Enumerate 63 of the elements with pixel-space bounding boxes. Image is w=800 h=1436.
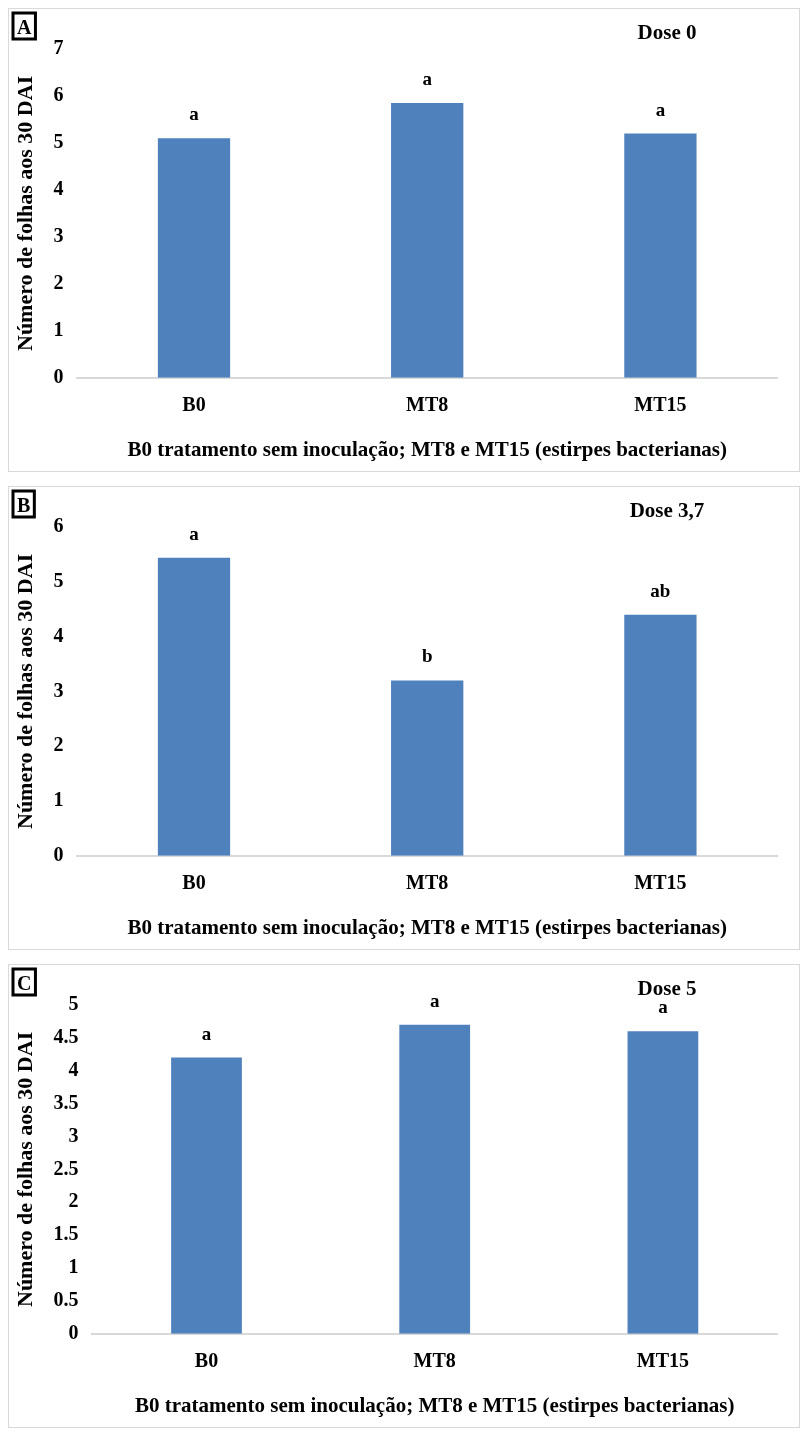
chart-title: Dose 3,7: [629, 498, 705, 522]
annotation: a: [422, 68, 433, 90]
bar: [399, 1024, 471, 1334]
y-tick-label: 3: [53, 678, 64, 701]
y-axis-title: Número de folhas aos 30 DAI: [11, 1031, 37, 1308]
y-axis-title: Número de folhas aos 30 DAI: [11, 553, 37, 830]
x-tick-label: B0: [194, 1348, 219, 1371]
chart-title: Dose 0: [637, 20, 697, 44]
x-axis-title: B0 tratamento sem inoculação; MT8 e MT15 (estirpes bacterianas): [127, 436, 727, 461]
y-tick-label: 4: [68, 1057, 79, 1080]
annotation: a: [189, 103, 200, 125]
x-tick-label: MT15: [634, 870, 687, 893]
y-tick-label: 1: [53, 318, 64, 340]
x-tick-label: MT8: [413, 1348, 456, 1371]
x-axis-title: B0 tratamento sem inoculação; MT8 e MT15 (estirpes bacterianas): [134, 1392, 735, 1417]
annotation: a: [201, 1022, 212, 1044]
y-tick-label: 3: [53, 224, 64, 247]
annotation: a: [655, 98, 666, 120]
y-tick-label: 5: [53, 130, 64, 153]
y-tick-label: 4: [53, 623, 64, 646]
y-tick-label: 6: [53, 83, 64, 106]
y-tick-label: 0.5: [53, 1288, 79, 1311]
bar: [627, 1031, 699, 1334]
x-tick-label: MT8: [406, 392, 449, 415]
annotation: a: [189, 522, 200, 544]
text: A: [17, 16, 32, 38]
y-axis-title: Número de folhas aos 30 DAI: [11, 75, 37, 352]
x-tick-label: MT8: [406, 870, 449, 893]
bar: [624, 133, 697, 378]
y-tick-label: 0: [53, 842, 64, 865]
y-tick-label: 1: [68, 1255, 79, 1278]
bar: [157, 557, 231, 856]
text: B: [17, 494, 31, 516]
y-tick-label: 4: [53, 177, 64, 200]
y-tick-label: 1: [53, 788, 64, 811]
y-tick-label: 0: [53, 364, 64, 387]
annotation: a: [429, 989, 440, 1011]
bar: [157, 138, 231, 378]
x-tick-label: MT15: [634, 392, 687, 415]
y-tick-label: 0: [68, 1320, 79, 1343]
bar: [171, 1057, 242, 1334]
text: C: [17, 972, 32, 994]
y-tick-label: 2: [68, 1189, 79, 1212]
annotation: ab: [650, 579, 671, 601]
y-tick-label: 2: [53, 271, 64, 294]
y-tick-label: 4.5: [53, 1025, 79, 1048]
y-tick-label: 5: [68, 992, 79, 1015]
y-tick-label: 2.5: [53, 1156, 79, 1179]
annotation: b: [421, 645, 433, 667]
x-tick-label: B0: [182, 392, 206, 415]
y-tick-label: 5: [53, 568, 64, 591]
y-tick-label: 7: [53, 36, 64, 59]
y-tick-label: 3.5: [53, 1090, 79, 1113]
bar: [391, 103, 464, 378]
bar: [391, 680, 464, 856]
bar: [624, 614, 697, 856]
y-tick-label: 3: [68, 1123, 79, 1146]
x-tick-label: B0: [182, 870, 206, 893]
x-axis-title: B0 tratamento sem inoculação; MT8 e MT15 (estirpes bacterianas): [127, 914, 727, 939]
y-tick-label: 1.5: [53, 1222, 79, 1245]
y-tick-label: 2: [53, 733, 64, 756]
y-tick-label: 6: [53, 514, 64, 537]
x-tick-label: MT15: [636, 1348, 690, 1371]
